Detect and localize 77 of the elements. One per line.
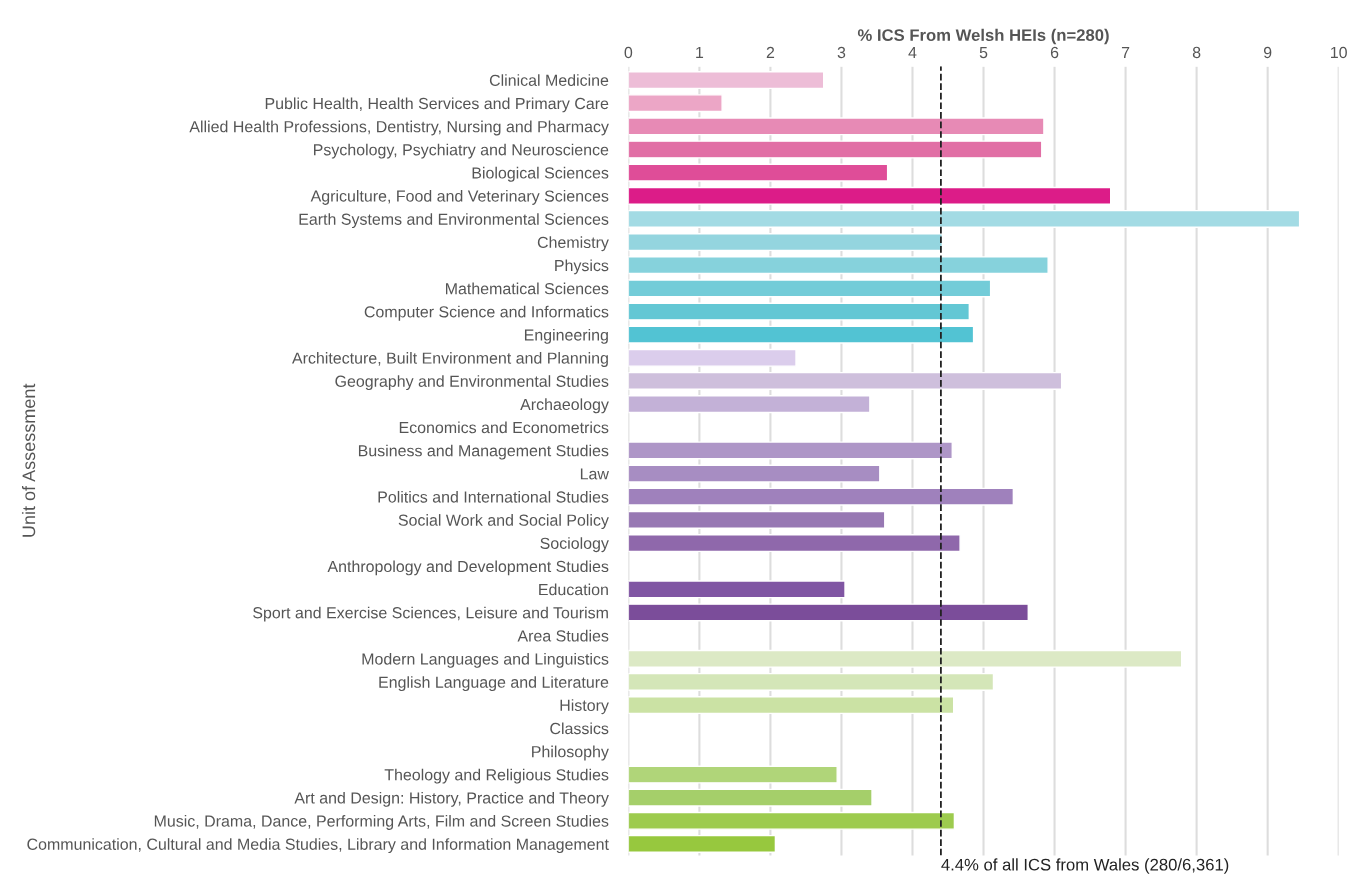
y-tick-label: Psychology, Psychiatry and Neuroscience [314, 143, 609, 159]
y-tick-label: Mathematical Sciences [446, 282, 609, 295]
y-tick-label: Education [539, 583, 608, 596]
y-tick-label: Area Studies [517, 629, 609, 642]
y-tick-label: Politics and International Studies [378, 490, 609, 503]
y-tick-label: Anthropology and Development Studies [327, 560, 609, 576]
y-tick-label: Modern Languages and Linguistics [362, 652, 609, 668]
y-tick-label: Law [580, 468, 609, 480]
x-tick-label: 9 [1263, 46, 1272, 59]
y-tick-label: Philosophy [532, 745, 609, 761]
x-tick-label: 8 [1192, 46, 1201, 59]
bar [628, 279, 992, 298]
y-tick-label: Computer Science and Informatics [364, 305, 609, 321]
y-tick-label: History [560, 699, 609, 715]
bar [628, 94, 723, 113]
bar [628, 649, 1183, 668]
y-tick-label: Economics and Econometrics [399, 421, 609, 434]
bar [628, 441, 953, 460]
bar [628, 71, 825, 90]
x-tick-label: 10 [1331, 46, 1347, 59]
x-tick-label: 7 [1121, 46, 1130, 58]
bar [628, 696, 955, 715]
y-tick-label: Physics [555, 259, 609, 275]
y-tick-label: Archaeology [520, 398, 609, 414]
y-tick-label: Theology and Religious Studies [384, 768, 609, 784]
bar [628, 233, 944, 252]
y-tick-label: Allied Health Professions, Dentistry, Nursing and Pharmacy [189, 120, 609, 136]
y-tick-label: Communication, Cultural and Media Studies, Library and Information Management [27, 838, 609, 854]
y-tick-label: English Language and Literature [379, 676, 609, 692]
x-tick-label: 6 [1050, 46, 1059, 59]
y-tick-label: Sport and Exercise Sciences, Leisure and Tourism [253, 606, 608, 622]
y-tick-label: Agriculture, Food and Veterinary Sciences [310, 190, 609, 205]
y-tick-label: Classics [550, 722, 609, 735]
bar [628, 348, 797, 367]
bar [628, 788, 873, 807]
bar [628, 371, 1063, 391]
y-tick-label: Art and Design: History, Practice and Theory [294, 791, 609, 807]
y-tick-label: Public Health, Health Services and Primary Care [265, 97, 609, 113]
bar [628, 464, 881, 483]
x-tick-label: 3 [837, 46, 846, 59]
y-tick-label: Social Work and Social Policy [398, 514, 609, 529]
x-tick-label: 1 [696, 46, 704, 58]
bar [628, 603, 1029, 622]
ref-line-label: 4.4% of all ICS from Wales (280/6,361) [941, 858, 1229, 874]
y-axis-title: Unit of Assessment [21, 383, 36, 537]
y-tick-label: Architecture, Built Environment and Planning [292, 352, 608, 367]
bar [628, 395, 871, 414]
bar [628, 186, 1112, 205]
bar [628, 163, 889, 182]
y-tick-label: Engineering [524, 328, 608, 344]
bar [628, 533, 961, 553]
y-tick-label: Earth Systems and Environmental Sciences [299, 213, 609, 229]
bar [628, 117, 1045, 136]
x-tick-label: 4 [908, 46, 917, 58]
bar [628, 256, 1049, 275]
bar [628, 209, 1301, 228]
x-tick-label: 2 [766, 46, 775, 58]
x-tick-label: 5 [979, 46, 988, 59]
y-tick-label: Sociology [540, 537, 609, 553]
bar [628, 325, 975, 344]
bar [628, 140, 1043, 159]
y-tick-label: Chemistry [537, 236, 609, 252]
bar [628, 580, 846, 599]
y-tick-label: Geography and Environmental Studies [335, 375, 609, 391]
y-tick-label: Clinical Medicine [489, 74, 609, 86]
y-tick-label: Music, Drama, Dance, Performing Arts, Film and Screen Studies [154, 815, 609, 830]
bar [628, 811, 956, 830]
bar [628, 302, 971, 321]
bar [628, 834, 777, 853]
bar [628, 510, 886, 529]
x-axis-title: % ICS From Welsh HEIs (n=280) [857, 28, 1109, 45]
bar [628, 765, 838, 784]
y-tick-label: Business and Management Studies [358, 444, 609, 460]
bar [628, 672, 995, 691]
x-tick-label: 0 [624, 46, 633, 59]
bar [628, 487, 1015, 506]
y-tick-label: Biological Sciences [472, 166, 609, 182]
